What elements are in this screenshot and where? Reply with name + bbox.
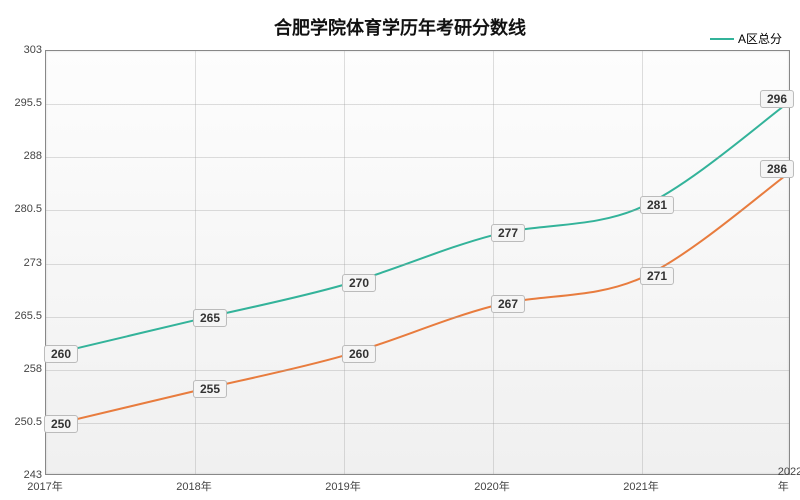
x-tick-label: 2017年 xyxy=(27,478,62,494)
gridline-v xyxy=(493,51,494,474)
gridline-h xyxy=(46,317,789,318)
x-tick-label: 2018年 xyxy=(176,478,211,494)
y-tick-label: 250.5 xyxy=(6,416,42,428)
y-tick-label: 288 xyxy=(6,150,42,162)
y-tick-label: 295.5 xyxy=(6,97,42,109)
chart-title: 合肥学院体育学历年考研分数线 xyxy=(274,14,526,40)
x-tick-label: 2019年 xyxy=(325,478,360,494)
gridline-h xyxy=(46,210,789,211)
gridline-h xyxy=(46,423,789,424)
chart-container: 合肥学院体育学历年考研分数线 A区总分 B区总分 260265270277281… xyxy=(0,0,800,500)
legend-label-a: A区总分 xyxy=(738,30,782,48)
data-label: 250 xyxy=(44,415,78,433)
data-label: 260 xyxy=(44,345,78,363)
data-label: 267 xyxy=(491,295,525,313)
data-label: 277 xyxy=(491,224,525,242)
legend-item-a: A区总分 xyxy=(710,30,782,48)
data-label: 265 xyxy=(193,309,227,327)
gridline-v xyxy=(195,51,196,474)
x-tick-label: 2020年 xyxy=(474,478,509,494)
gridline-h xyxy=(46,157,789,158)
y-tick-label: 273 xyxy=(6,257,42,269)
y-tick-label: 303 xyxy=(6,44,42,56)
data-label: 286 xyxy=(760,160,794,178)
gridline-h xyxy=(46,370,789,371)
y-tick-label: 265.5 xyxy=(6,310,42,322)
data-label: 260 xyxy=(342,345,376,363)
gridline-h xyxy=(46,104,789,105)
data-label: 255 xyxy=(193,380,227,398)
legend-swatch-a xyxy=(710,38,734,40)
data-label: 271 xyxy=(640,267,674,285)
gridline-h xyxy=(46,264,789,265)
x-tick-label: 2021年 xyxy=(623,478,658,494)
y-tick-label: 280.5 xyxy=(6,203,42,215)
y-tick-label: 258 xyxy=(6,363,42,375)
data-label: 281 xyxy=(640,196,674,214)
data-label: 270 xyxy=(342,274,376,292)
data-label: 296 xyxy=(760,90,794,108)
x-tick-label: 2022年 xyxy=(778,466,800,494)
lines-svg xyxy=(46,51,789,474)
plot-area: 260265270277281296250255260267271286 xyxy=(45,50,790,475)
gridline-v xyxy=(642,51,643,474)
gridline-v xyxy=(344,51,345,474)
